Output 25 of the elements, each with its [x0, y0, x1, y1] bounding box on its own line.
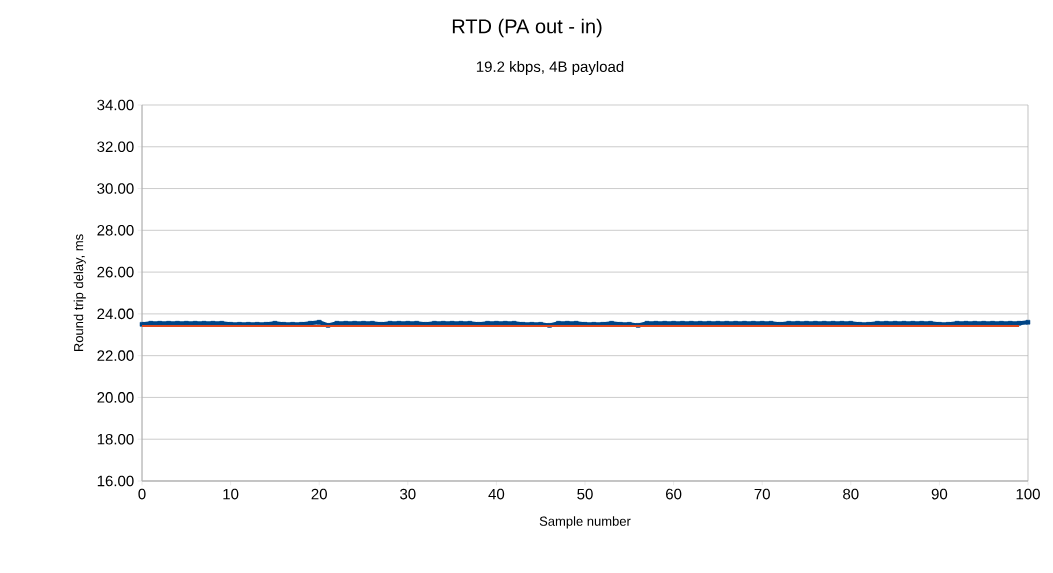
x-tick-label: 50 — [577, 488, 593, 500]
x-tick-label: 100 — [1016, 488, 1040, 500]
y-tick-label: 20.00 — [97, 392, 134, 403]
y-tick-label: 22.00 — [97, 350, 134, 361]
x-tick-label: 40 — [488, 488, 505, 500]
x-axis-title: Sample number — [539, 516, 631, 529]
y-tick-label: 26.00 — [97, 266, 134, 278]
y-tick-label: 34.00 — [97, 99, 134, 111]
y-tick-label: 18.00 — [97, 433, 134, 445]
y-tick-label: 32.00 — [97, 141, 134, 153]
y-tick-label: 16.00 — [97, 475, 134, 487]
x-tick-label: 0 — [138, 488, 146, 500]
x-tick-label: 20 — [311, 488, 327, 500]
x-tick-label: 80 — [843, 488, 859, 500]
x-tick-label: 60 — [666, 488, 682, 500]
x-tick-label: 10 — [223, 488, 239, 500]
chart-subtitle: 19.2 kbps, 4B payload — [476, 61, 624, 75]
y-tick-label: 28.00 — [97, 225, 134, 236]
y-axis-title: Round trip delay, ms — [73, 234, 86, 352]
y-tick-label: 24.00 — [97, 308, 134, 320]
x-tick-label: 70 — [754, 488, 770, 500]
x-tick-label: 90 — [931, 488, 948, 500]
y-tick-label: 30.00 — [97, 183, 134, 194]
x-tick-label: 30 — [400, 488, 416, 500]
chart-title: RTD (PA out - in) — [452, 18, 602, 38]
